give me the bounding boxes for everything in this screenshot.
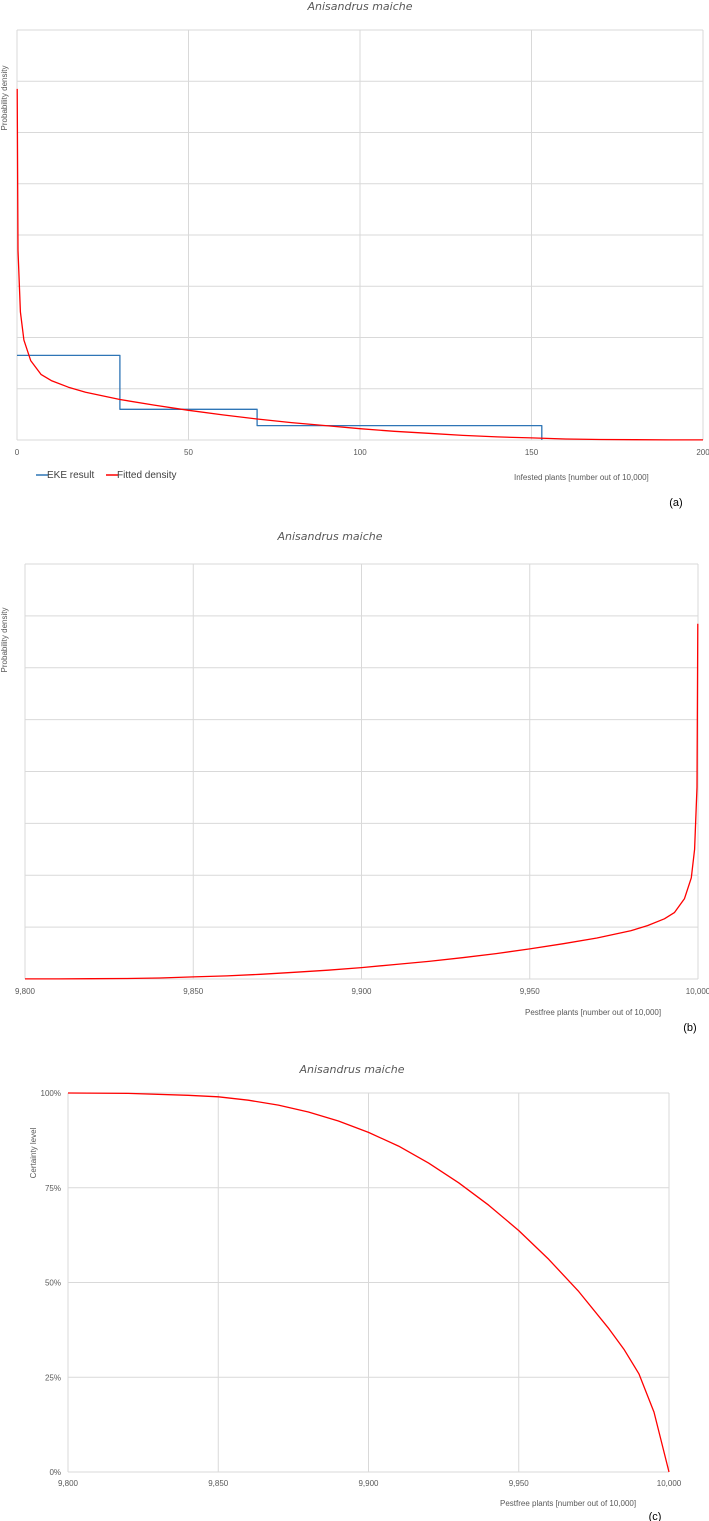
y-axis-label: Probability density: [0, 66, 9, 131]
eke-result-series-line: [17, 354, 543, 440]
legend-entry: Fitted density: [117, 470, 176, 481]
x-tick-label: 9,800: [58, 1479, 79, 1488]
x-tick-label: 9,950: [509, 1479, 530, 1488]
x-tick-label: 9,800: [15, 987, 36, 996]
x-tick-label: 0: [15, 448, 20, 457]
x-axis-label: Pestfree plants [number out of 10,000]: [500, 1499, 636, 1508]
fitted-density-series-line: [67, 1092, 670, 1473]
chart-title: Anisandrus maiche: [299, 1063, 405, 1076]
x-tick-label: 150: [525, 448, 539, 457]
x-tick-label: 200: [696, 448, 709, 457]
chart-title: Anisandrus maiche: [277, 530, 383, 543]
x-axis-label: Infested plants [number out of 10,000]: [514, 473, 649, 482]
y-tick-label: 25%: [45, 1373, 61, 1382]
x-tick-label: 100: [353, 448, 367, 457]
panel-label: (a): [669, 497, 682, 509]
x-tick-label: 9,850: [208, 1479, 229, 1488]
panel-label: (b): [683, 1022, 696, 1034]
x-tick-label: 10,000: [657, 1479, 682, 1488]
x-tick-label: 50: [184, 448, 193, 457]
y-tick-label: 75%: [45, 1184, 61, 1193]
legend-entry: EKE result: [47, 470, 94, 481]
x-axis-label: Pestfree plants [number out of 10,000]: [525, 1008, 661, 1017]
chart-panel-b: Anisandrus maiche 9,800 9,850 9,900 9,950 10,…: [0, 530, 709, 1034]
chart-title: Anisandrus maiche: [307, 0, 413, 13]
x-tick-label: 9,950: [520, 987, 541, 996]
chart-panel-c: Anisandrus maiche 9,800 9,850 9,900 9,950 10,…: [29, 1063, 682, 1521]
y-axis-label: Probability density: [0, 608, 9, 673]
x-tick-label: 9,850: [183, 987, 204, 996]
x-tick-label: 10,000: [686, 987, 709, 996]
panel-label: (c): [649, 1511, 662, 1521]
fitted-density-series-line: [16, 88, 703, 441]
y-axis-label: Certainty level: [29, 1127, 38, 1178]
y-tick-label: 0%: [49, 1468, 61, 1477]
fitted-density-series-line: [25, 623, 699, 980]
x-tick-label: 9,900: [351, 987, 372, 996]
chart-panel-a: Anisandrus maiche 0 50 100 150 200 Infested pl…: [0, 0, 709, 509]
x-tick-label: 9,900: [358, 1479, 379, 1488]
y-tick-label: 50%: [45, 1279, 61, 1288]
y-tick-label: 100%: [41, 1089, 61, 1098]
